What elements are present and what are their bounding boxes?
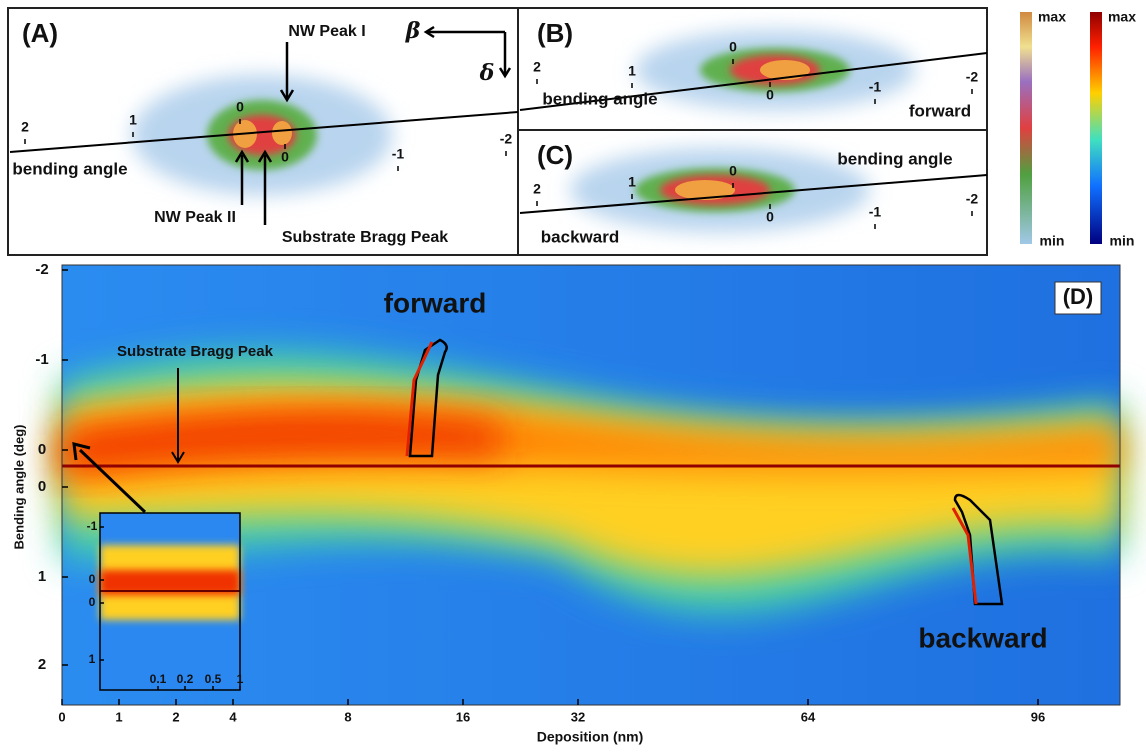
inset-x-tick-label: 0.2 — [177, 672, 194, 686]
annotation: forward — [384, 287, 487, 318]
annotation: Substrate Bragg Peak — [117, 343, 274, 360]
tick-label: 1 — [129, 112, 137, 128]
tick-label: -2 — [500, 131, 513, 147]
colorbar-label: min — [1110, 233, 1135, 249]
inset-y-tick-label: -1 — [87, 519, 98, 533]
tick-label: -1 — [869, 204, 882, 220]
colorbar-label: min — [1040, 233, 1065, 249]
y-tick-label: 2 — [38, 656, 46, 673]
x-tick-label: 32 — [571, 709, 585, 724]
axis-line — [9, 111, 519, 153]
y-tick-label: 0 — [38, 441, 46, 458]
arrows — [234, 25, 512, 225]
direction-label: forward — [909, 101, 971, 120]
tick-label: 0 — [729, 39, 737, 55]
heatmap-c — [570, 148, 870, 232]
inset-x-tick-label: 0.1 — [150, 672, 167, 686]
colorbar — [1020, 12, 1032, 244]
tick-label: 0 — [766, 87, 774, 103]
tick-label: -1 — [869, 79, 882, 95]
tick-label: 2 — [533, 59, 541, 75]
x-tick-label: 2 — [172, 709, 179, 724]
inset-y-tick-label: 0 — [89, 572, 96, 586]
tick-label: 1 — [628, 63, 636, 79]
tick-label: 1 — [628, 174, 636, 190]
panel-label: (D) — [1063, 284, 1094, 309]
x-tick-label: 8 — [344, 709, 351, 724]
x-axis-label: Deposition (nm) — [537, 729, 644, 745]
axis-label: bending angle — [837, 149, 952, 168]
wire-sketch — [72, 338, 1004, 606]
annotation: Substrate Bragg Peak — [282, 229, 448, 246]
axis-label: bending angle — [542, 89, 657, 108]
axis-label: bending angle — [12, 159, 127, 178]
y-tick-label: -1 — [35, 351, 48, 368]
axis-line — [519, 52, 988, 111]
tick-label: -1 — [392, 146, 405, 162]
x-tick-label: 96 — [1031, 709, 1045, 724]
x-tick-label: 1 — [115, 709, 122, 724]
inset — [99, 512, 241, 691]
heatmap-d-band — [62, 350, 1120, 615]
colorbar-label: max — [1038, 9, 1066, 25]
inset-x-tick-label: 0.5 — [205, 672, 222, 686]
x-tick-label: 0 — [58, 709, 65, 724]
x-tick-label: 64 — [801, 709, 816, 724]
inset-y-tick-label: 0 — [89, 595, 96, 609]
inset-x-tick-label: 1 — [237, 672, 244, 686]
inset-y-tick-label: 1 — [89, 652, 96, 666]
tick-label: -2 — [966, 69, 979, 85]
heatmap-a — [132, 75, 392, 195]
annotation: backward — [918, 622, 1047, 653]
x-tick-label: 16 — [456, 709, 470, 724]
panel-label: (A) — [22, 18, 58, 48]
symbol: β — [405, 18, 421, 44]
annotation: NW Peak I — [288, 23, 365, 40]
plot-frame — [61, 264, 1121, 706]
tick-label: 0 — [729, 163, 737, 179]
y-axis-label: Bending angle (deg) — [11, 425, 26, 550]
tick-label: -2 — [966, 191, 979, 207]
panel-label-box — [1054, 281, 1102, 315]
panel-label: (B) — [537, 18, 573, 48]
symbol: δ — [479, 60, 495, 86]
colorbar — [1090, 12, 1102, 244]
annotation: NW Peak II — [154, 209, 236, 226]
y-tick-label: 0 — [38, 478, 46, 495]
colorbar-label: max — [1108, 9, 1136, 25]
y-tick-label: -2 — [35, 261, 48, 278]
direction-label: backward — [541, 227, 619, 246]
x-tick-label: 4 — [229, 709, 237, 724]
y-tick-label: 1 — [38, 568, 46, 585]
tick-label: 2 — [533, 181, 541, 197]
tick-label: 0 — [236, 99, 244, 115]
panel-label: (C) — [537, 140, 573, 170]
axis-line — [519, 174, 988, 214]
tick-label: 2 — [21, 119, 29, 135]
heatmap-b — [635, 30, 915, 110]
tick-label: 0 — [766, 209, 774, 225]
tick-label: 0 — [281, 149, 289, 165]
